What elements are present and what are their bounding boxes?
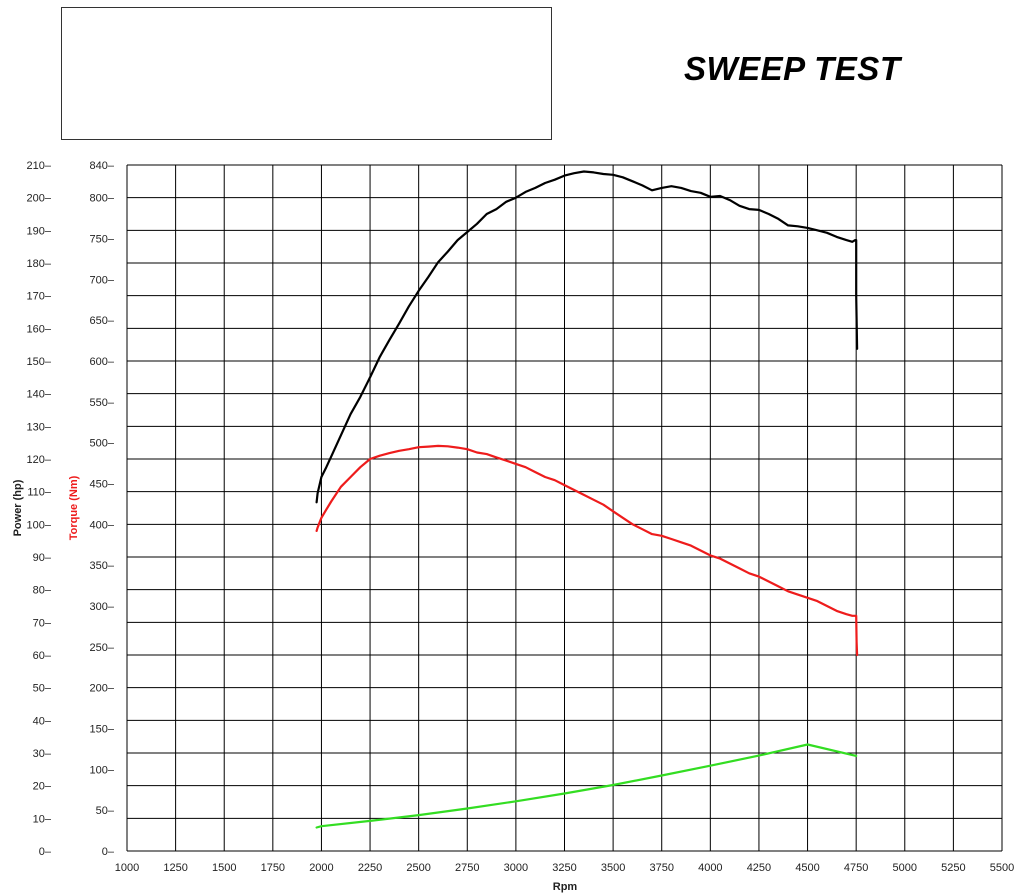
grid: [126, 164, 1003, 852]
x-tick-label: 1500: [212, 862, 236, 874]
x-tick-label: 5000: [893, 862, 917, 874]
third-series-line: [315, 743, 858, 829]
power-tick-label: 40–: [33, 715, 52, 727]
torque-tick-label: 0–: [102, 846, 115, 858]
power-tick-label: 0–: [39, 846, 52, 858]
torque-axis-title: Torque (Nm): [68, 475, 80, 540]
torque-tick-label: 100–: [90, 764, 115, 776]
power-tick-label: 90–: [33, 552, 52, 564]
torque-tick-label: 750–: [90, 234, 115, 246]
x-tick-label: 3250: [552, 862, 576, 874]
torque-tick-label: 450–: [90, 479, 115, 491]
x-tick-label: 2750: [455, 862, 479, 874]
torque-tick-label: 300–: [90, 601, 115, 613]
page-title: SWEEP TEST: [684, 50, 901, 87]
power-tick-label: 50–: [33, 683, 52, 695]
power-tick-label: 160–: [27, 323, 52, 335]
torque-tick-label: 350–: [90, 560, 115, 572]
x-tick-label: 5250: [941, 862, 965, 874]
torque-tick-label: 550–: [90, 397, 115, 409]
torque-tick-label: 500–: [90, 438, 115, 450]
power-tick-label: 130–: [27, 421, 52, 433]
power-series-line: [315, 444, 859, 657]
power-tick-label: 60–: [33, 650, 52, 662]
power-tick-label: 10–: [33, 813, 52, 825]
torque-tick-label: 840–: [90, 160, 115, 172]
x-tick-label: 5500: [990, 862, 1014, 874]
power-tick-label: 110–: [27, 487, 52, 499]
torque-tick-label: 250–: [90, 642, 115, 654]
power-tick-label: 20–: [33, 781, 52, 793]
x-tick-label: 1750: [261, 862, 285, 874]
x-tick-label: 3000: [504, 862, 528, 874]
power-tick-label: 150–: [27, 356, 52, 368]
power-tick-label: 100–: [27, 519, 52, 531]
x-tick-label: 2000: [309, 862, 333, 874]
x-tick-label: 3500: [601, 862, 625, 874]
power-tick-label: 190–: [27, 225, 52, 237]
power-tick-label: 30–: [33, 748, 52, 760]
x-tick-label: 2500: [406, 862, 430, 874]
power-tick-label: 180–: [27, 258, 52, 270]
torque-tick-label: 600–: [90, 356, 115, 368]
x-tick-label: 4000: [698, 862, 722, 874]
torque-tick-label: 650–: [90, 315, 115, 327]
rpm-axis-title: Rpm: [553, 881, 578, 893]
torque-series-line: [315, 170, 859, 504]
power-tick-label: 170–: [27, 291, 52, 303]
torque-tick-label: 50–: [96, 805, 115, 817]
power-tick-label: 80–: [33, 585, 52, 597]
torque-tick-label: 700–: [90, 274, 115, 286]
power-tick-label: 70–: [33, 617, 52, 629]
power-tick-label: 210–: [27, 160, 52, 172]
series-lines: [315, 170, 859, 829]
axes: 1000 1250 1500 1750 2000 2250 2500 2750 3000 3250…: [27, 160, 1015, 874]
x-tick-label: 4750: [844, 862, 868, 874]
power-tick-label: 200–: [27, 193, 52, 205]
torque-tick-label: 200–: [90, 683, 115, 695]
torque-tick-label: 400–: [90, 519, 115, 531]
x-tick-label: 1000: [115, 862, 139, 874]
x-tick-label: 4500: [795, 862, 819, 874]
x-tick-label: 4250: [747, 862, 771, 874]
torque-tick-label: 800–: [90, 193, 115, 205]
info-box: [61, 7, 552, 140]
x-tick-label: 1250: [163, 862, 187, 874]
x-tick-label: 2250: [358, 862, 382, 874]
x-tick-label: 3750: [649, 862, 673, 874]
torque-tick-label: 150–: [90, 724, 115, 736]
power-tick-label: 120–: [27, 454, 52, 466]
power-axis-title: Power (hp): [12, 479, 24, 536]
power-tick-label: 140–: [27, 389, 52, 401]
